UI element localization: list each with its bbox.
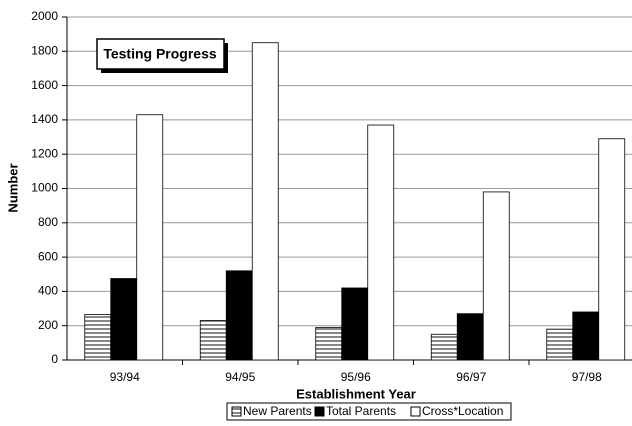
x-tick-label: 96/97 (456, 370, 486, 384)
y-tick-label: 0 (51, 352, 58, 366)
y-tick-label: 600 (38, 249, 58, 263)
chart-title: Testing Progress (103, 46, 217, 62)
legend-label: Cross*Location (422, 404, 503, 418)
bar (315, 327, 343, 361)
bar (225, 270, 253, 361)
bar (136, 114, 164, 361)
legend-swatch (410, 406, 421, 417)
y-tick-label: 1600 (31, 78, 58, 92)
bar (367, 124, 395, 361)
bar (199, 320, 227, 361)
y-axis-title: Number (5, 163, 20, 212)
bar (430, 333, 458, 361)
y-tick-label: 1400 (31, 112, 58, 126)
bar (546, 328, 574, 361)
x-tick-label: 93/94 (110, 370, 140, 384)
legend-box (226, 402, 512, 421)
legend-label: New Parents (243, 404, 312, 418)
y-tick-label: 1800 (31, 43, 58, 57)
bar (110, 278, 138, 361)
bar (572, 311, 600, 361)
bar (598, 138, 626, 361)
y-tick-label: 200 (38, 318, 58, 332)
legend-swatch (231, 406, 242, 417)
legend-swatch (314, 406, 325, 417)
x-tick-label: 95/96 (341, 370, 371, 384)
x-tick-label: 97/98 (572, 370, 602, 384)
y-tick-label: 400 (38, 284, 58, 298)
bar (482, 191, 510, 361)
y-tick-label: 1000 (31, 181, 58, 195)
x-axis-title: Establishment Year (296, 386, 416, 401)
bar (341, 287, 369, 361)
title-box (96, 38, 225, 70)
bar (456, 313, 484, 361)
legend-label: Total Parents (326, 404, 396, 418)
bar (251, 42, 279, 361)
y-tick-label: 1200 (31, 146, 58, 160)
bar (84, 314, 112, 361)
x-tick-label: 94/95 (225, 370, 255, 384)
y-tick-label: 2000 (31, 9, 58, 23)
y-tick-label: 800 (38, 215, 58, 229)
